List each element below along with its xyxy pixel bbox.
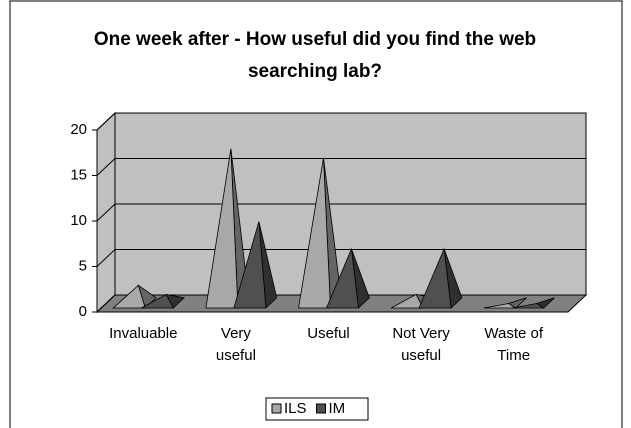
y-tick-label: 0: [79, 303, 87, 320]
legend: ILS IM: [265, 397, 369, 421]
x-tick-label: Time: [497, 347, 530, 364]
pyramid: [483, 297, 527, 309]
y-tick-label: 20: [70, 121, 87, 138]
pyramid: [141, 293, 185, 309]
pyramid-front-face: [418, 247, 452, 309]
legend-swatch: [316, 403, 327, 414]
x-tick-label: Useful: [307, 325, 350, 342]
pyramid-front-face: [325, 247, 359, 309]
pyramid-front-face: [390, 293, 424, 309]
legend-label: IM: [329, 400, 346, 417]
legend-swatch: [271, 403, 282, 414]
pyramid: [325, 247, 370, 309]
pyramid: [298, 157, 342, 309]
x-tick-label: useful: [216, 347, 256, 364]
pyramid-front-face: [141, 293, 174, 309]
pyramid-front-face: [112, 284, 146, 309]
pyramid-front-face: [511, 303, 546, 309]
grid-line: [96, 112, 586, 131]
grid-line: [96, 203, 586, 222]
y-tick-label: 15: [70, 166, 87, 183]
pyramid: [418, 247, 463, 309]
x-tick-label: Very: [221, 325, 252, 342]
x-tick-label: useful: [401, 347, 441, 364]
pyramid-front-face: [205, 148, 239, 309]
pyramid-front-face: [483, 303, 518, 309]
x-tick-label: Waste of: [484, 325, 543, 342]
pyramid-front-face: [233, 221, 267, 309]
pyramid-front-face: [298, 157, 331, 309]
legend-label: ILS: [284, 400, 307, 417]
x-tick-label: Not Very: [392, 325, 450, 342]
pyramid: [233, 221, 278, 309]
grid-line: [96, 249, 586, 267]
y-tick-label: 5: [79, 257, 87, 274]
y-tick-label: 10: [70, 212, 87, 229]
grid-line: [96, 158, 586, 176]
pyramid: [511, 297, 555, 309]
chart-title: One week after - How useful did you find…: [94, 29, 536, 50]
x-tick-label: Invaluable: [109, 325, 177, 342]
chart-title: searching lab?: [248, 61, 382, 82]
